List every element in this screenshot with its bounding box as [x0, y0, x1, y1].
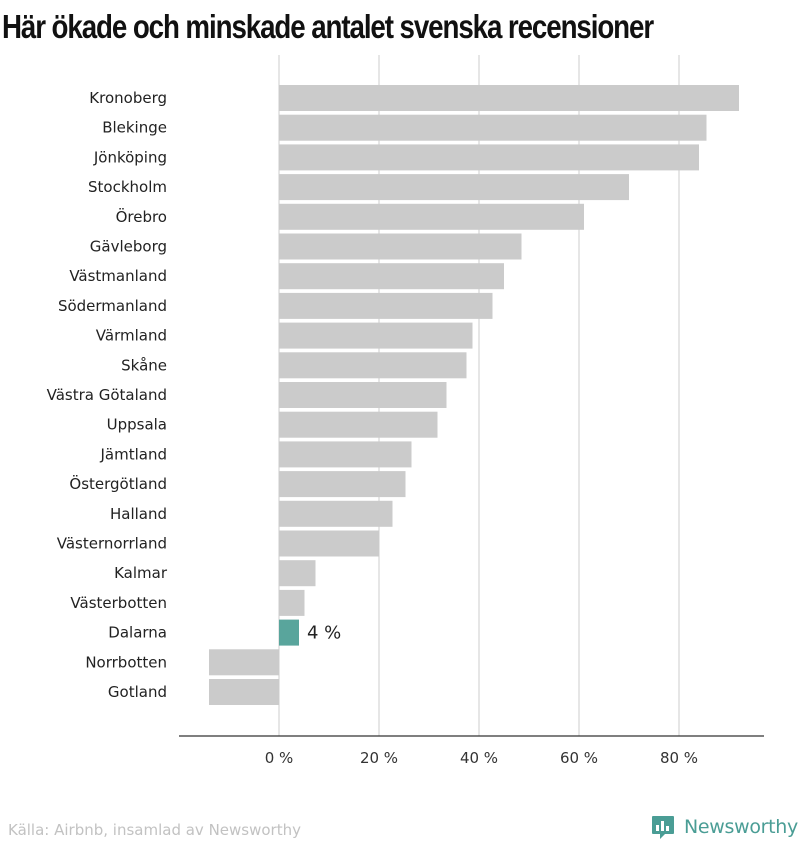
chart-title: Här ökade och minskade antalet svenska r… [2, 8, 654, 45]
category-label: Östergötland [69, 474, 167, 493]
category-label: Västerbotten [70, 594, 167, 612]
category-label: Värmland [96, 327, 167, 345]
category-label: Jönköping [93, 148, 167, 166]
bar-gävleborg [279, 233, 522, 260]
category-label: Halland [110, 505, 167, 523]
bar-västerbotten [279, 589, 305, 616]
category-label: Stockholm [88, 178, 167, 196]
category-label: Gävleborg [90, 238, 167, 256]
bar-blekinge [279, 114, 707, 141]
bar-chart: 4 % Kronoberg Blekinge Jönköping Stockholm Ö… [47, 55, 764, 767]
x-tick-label: 0 % [265, 749, 294, 767]
bar-gotland [209, 679, 279, 705]
bar-kalmar [279, 560, 316, 587]
highlight-value-label: 4 % [307, 623, 341, 644]
bar-uppsala [279, 411, 438, 438]
bar-örebro [279, 203, 584, 230]
category-labels: Kronoberg Blekinge Jönköping Stockholm Örebr… [47, 89, 168, 701]
category-label: Norrbotten [85, 653, 167, 671]
bar-värmland [279, 322, 473, 349]
bar-dalarna [279, 619, 299, 646]
x-tick-label: 60 % [560, 749, 598, 767]
bar-jämtland [279, 441, 412, 468]
source-note: Källa: Airbnb, insamlad av Newsworthy [8, 821, 301, 839]
bar-västra-götaland [279, 382, 447, 408]
bar-västmanland [279, 263, 504, 290]
x-tick-label: 80 % [660, 749, 698, 767]
bar-halland [279, 500, 393, 527]
category-label: Jämtland [100, 445, 168, 463]
bar-norrbotten [209, 649, 279, 676]
category-label: Blekinge [102, 119, 167, 137]
x-axis-ticks: 0 % 20 % 40 % 60 % 80 % [265, 749, 698, 767]
bar-stockholm [279, 174, 629, 201]
bar-västernorrland [279, 530, 379, 557]
bar-jönköping [279, 144, 699, 171]
bar-skåne [279, 352, 467, 379]
bar-östergötland [279, 471, 406, 498]
category-label: Gotland [108, 683, 167, 701]
category-label: Kalmar [114, 564, 168, 582]
category-label: Uppsala [107, 416, 167, 434]
brand-logo: Newsworthy [650, 814, 798, 840]
category-label: Västra Götaland [47, 386, 167, 404]
category-label: Västmanland [69, 267, 167, 285]
brand-name: Newsworthy [683, 816, 798, 838]
category-label: Kronoberg [89, 89, 167, 107]
x-tick-label: 40 % [460, 749, 498, 767]
bar-södermanland [279, 292, 493, 319]
category-label: Örebro [116, 207, 167, 226]
category-label: Västernorrland [57, 535, 167, 553]
category-label: Dalarna [108, 624, 167, 642]
category-label: Skåne [121, 356, 167, 374]
newsworthy-logo-icon [651, 816, 674, 839]
bars: 4 % [209, 85, 739, 705]
bar-kronoberg [279, 85, 739, 111]
x-tick-label: 20 % [360, 749, 398, 767]
category-label: Södermanland [58, 297, 167, 315]
